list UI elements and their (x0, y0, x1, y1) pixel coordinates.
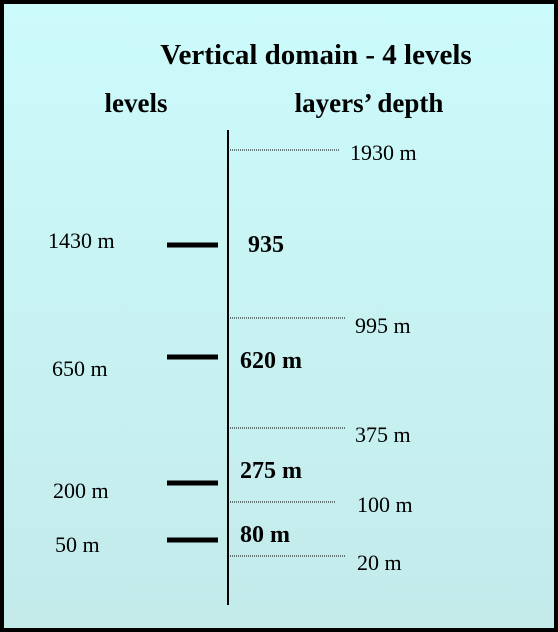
boundary-label: 375 m (355, 422, 411, 447)
boundary-label: 1930 m (350, 140, 417, 165)
layer-depth: 620 m (240, 348, 302, 374)
layer-depth: 935 (248, 232, 284, 258)
level-label: 1430 m (48, 228, 115, 253)
levels-header: levels (105, 88, 168, 118)
level-label: 50 m (55, 532, 100, 557)
boundary-label: 20 m (357, 550, 402, 575)
layer-depth: 80 m (240, 522, 290, 548)
title: Vertical domain - 4 levels (160, 39, 471, 71)
layer-depth: 275 m (240, 458, 302, 484)
level-label: 200 m (53, 478, 109, 503)
boundary-label: 100 m (357, 492, 413, 517)
depth-header: layers’ depth (295, 88, 444, 118)
level-label: 650 m (52, 356, 108, 381)
boundary-label: 995 m (355, 313, 411, 338)
